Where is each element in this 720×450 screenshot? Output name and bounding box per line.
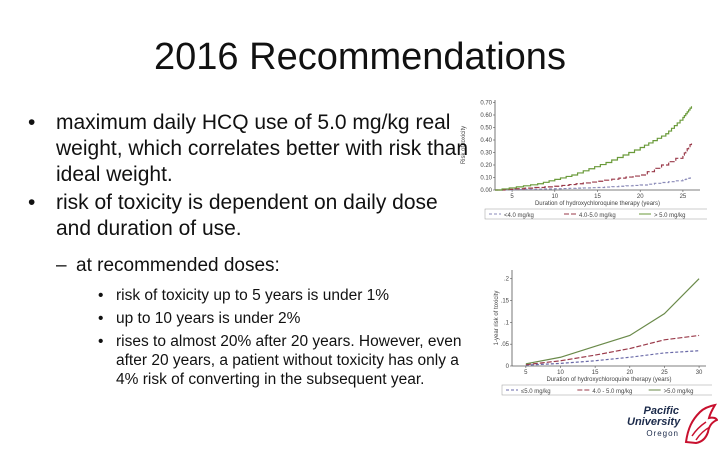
- boxer-logo-icon: [684, 403, 718, 444]
- x-tick-label: 5: [510, 194, 514, 200]
- series-line-2: [495, 142, 693, 191]
- y-tick-label: 0.30: [480, 151, 492, 157]
- x-tick-label: 20: [637, 194, 644, 200]
- bullet-dot-icon: •: [28, 191, 36, 214]
- chart-annual-risk: 0 .05 .1 .15 .2 5 10 15 20 25 30 Duration of hydrox…: [488, 262, 712, 400]
- series-line-1: [495, 177, 693, 191]
- y-tick-label: 0.20: [480, 163, 492, 169]
- logo-text-line2: University: [627, 416, 681, 428]
- series-line-2: [525, 334, 700, 366]
- x-tick-label: 5: [524, 370, 528, 376]
- x-tick-label: 20: [626, 370, 633, 376]
- y-tick-label: 0.70: [480, 101, 492, 107]
- x-tick-label: 30: [696, 370, 703, 376]
- sub-sub-bullet-item: • rises to almost 20% after 20 years. Ho…: [28, 332, 471, 389]
- sub-bullet-text: at recommended doses:: [76, 255, 280, 276]
- y-tick-label: 0.10: [480, 176, 492, 182]
- y-tick-label: .15: [501, 299, 510, 305]
- y-tick-label: 0.60: [480, 113, 492, 119]
- bullet-dot-icon: •: [28, 111, 36, 134]
- sub-sub-bullet-text: rises to almost 20% after 20 years. Howe…: [116, 333, 462, 388]
- bullet-text: maximum daily HCQ use of 5.0 mg/kg real …: [56, 111, 469, 186]
- y-tick-label: 0: [506, 364, 510, 370]
- legend-label-3: > 5.0 mg/kg: [654, 213, 686, 219]
- sub-sub-bullet-text: up to 10 years is under 2%: [116, 310, 301, 327]
- x-tick-label: 10: [551, 194, 558, 200]
- legend-label-2: 4.0 - 5.0 mg/kg: [592, 389, 632, 395]
- y-tick-label: .05: [501, 342, 510, 348]
- y-tick-label: 0.50: [480, 126, 492, 132]
- bullet-dot-icon: •: [98, 333, 104, 350]
- y-tick-label: 0.00: [480, 188, 492, 194]
- sub-sub-bullet-text: risk of toxicity up to 5 years is under …: [116, 287, 390, 304]
- x-axis-label: Duration of hydroxychloroquine therapy (…: [535, 201, 660, 207]
- sub-sub-bullet-item: • up to 10 years is under 2%: [28, 309, 471, 328]
- y-axis-label: 1-year risk of toxicity: [494, 291, 500, 346]
- series-line-1: [525, 350, 700, 366]
- sub-sub-bullet-item: • risk of toxicity up to 5 years is unde…: [28, 286, 471, 305]
- legend-label-2: 4.0-5.0 mg/kg: [579, 213, 616, 219]
- x-tick-label: 25: [661, 370, 668, 376]
- bullet-item: • risk of toxicity is dependent on daily…: [28, 190, 468, 242]
- legend-label-1: ≤5.0 mg/kg: [521, 389, 551, 395]
- slide-title: 2016 Recommendations: [154, 36, 566, 78]
- x-axis-label: Duration of hydroxychloroquine therapy (…: [546, 377, 671, 383]
- x-tick-label: 15: [592, 370, 599, 376]
- y-tick-label: .2: [504, 277, 510, 283]
- x-tick-label: 15: [594, 194, 601, 200]
- sub-bullet-item: – at recommended doses:: [28, 254, 468, 278]
- series-line-3: [525, 278, 700, 365]
- x-tick-label: 10: [557, 370, 564, 376]
- legend-label-3: >5.0 mg/kg: [664, 389, 694, 395]
- bullet-item: • maximum daily HCQ use of 5.0 mg/kg rea…: [28, 110, 468, 188]
- dash-icon: –: [56, 255, 67, 276]
- university-logo: Pacific University Oregon: [627, 402, 719, 446]
- bullet-dot-icon: •: [98, 310, 104, 327]
- bullet-dot-icon: •: [98, 287, 104, 304]
- legend-label-1: <4.0 mg/kg: [504, 213, 534, 219]
- y-axis-label: Risk of toxicity: [461, 126, 467, 164]
- x-tick-label: 25: [680, 194, 687, 200]
- legend-box: [501, 384, 712, 396]
- legend-box: [484, 208, 707, 220]
- bullet-list: • maximum daily HCQ use of 5.0 mg/kg rea…: [28, 110, 468, 389]
- y-tick-label: 0.40: [480, 138, 492, 144]
- logo-text-line1: Pacific: [643, 405, 679, 417]
- series-line-3: [495, 106, 693, 191]
- y-tick-label: .1: [504, 320, 510, 326]
- chart-cumulative-risk: 0.00 0.10 0.20 0.30 0.40 0.50 0.60 0.70 5 10 15 20 2…: [455, 94, 707, 220]
- bullet-text: risk of toxicity is dependent on daily d…: [56, 191, 438, 240]
- logo-text-line3: Oregon: [646, 429, 679, 438]
